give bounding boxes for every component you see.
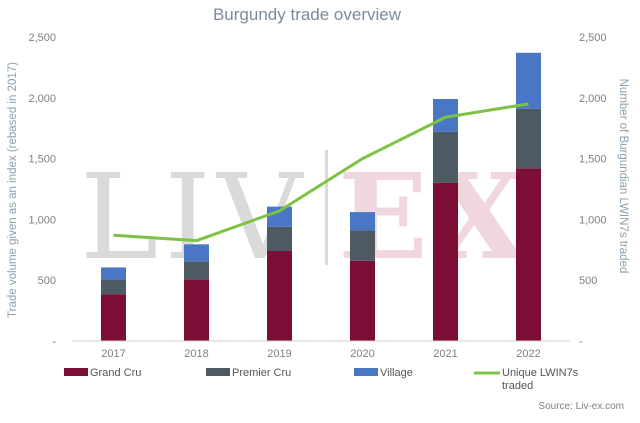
bar-premier-cru-2022: [516, 108, 541, 169]
legend-swatch-grand-cru: [64, 368, 88, 376]
right-tick-label: 1,000: [579, 214, 607, 226]
right-tick-label: 1,500: [579, 154, 607, 166]
watermark-logo: LIV EX: [80, 147, 526, 286]
right-tick-label: 500: [579, 275, 597, 287]
legend-swatch-premier-cru: [206, 368, 230, 376]
left-axis-title: Trade volume given as an index (rebased …: [7, 62, 19, 318]
left-tick-label: 1,000: [28, 214, 56, 226]
right-axis-ticks: - 500 1,000 1,500 2,000 2,500: [579, 32, 607, 348]
x-tick-label: 2017: [101, 348, 125, 360]
x-tick-label: 2020: [350, 348, 374, 360]
bar-grand-cru-2022: [516, 168, 541, 341]
bar-village-2017: [101, 267, 126, 280]
bar-village-2020: [350, 212, 375, 231]
source-note: Source: Liv-ex.com: [538, 401, 624, 412]
left-tick-label: 500: [38, 275, 56, 287]
bar-grand-cru-2020: [350, 260, 375, 341]
bar-grand-cru-2019: [267, 251, 292, 341]
bar-premier-cru-2018: [184, 261, 209, 280]
left-tick-label: -: [52, 336, 56, 348]
bar-village-2018: [184, 244, 209, 262]
x-tick-label: 2019: [267, 348, 291, 360]
x-tick-label: 2022: [516, 348, 540, 360]
legend: Grand Cru Premier Cru Village Unique LWI…: [64, 367, 579, 392]
bar-grand-cru-2017: [101, 294, 126, 341]
x-axis-ticks: 2017 2018 2019 2020 2021 2022: [101, 348, 540, 360]
bar-premier-cru-2017: [101, 279, 126, 295]
x-tick-label: 2018: [184, 348, 208, 360]
left-axis-ticks: - 500 1,000 1,500 2,000 2,500: [28, 32, 56, 348]
legend-label-village: Village: [380, 367, 413, 379]
left-tick-label: 2,000: [28, 93, 56, 105]
legend-label-unique-lwin7s: Unique LWIN7s traded: [502, 367, 579, 392]
line-unique-lwin7s: [113, 102, 529, 243]
right-tick-label: 2,500: [579, 32, 607, 44]
line-series: [113, 102, 529, 243]
bar-premier-cru-2020: [350, 230, 375, 261]
right-tick-label: 2,000: [579, 93, 607, 105]
legend-swatch-village: [354, 368, 378, 376]
bar-series: [101, 52, 541, 341]
watermark-divider: [325, 150, 328, 265]
right-tick-label: -: [579, 336, 583, 348]
bar-grand-cru-2018: [184, 279, 209, 341]
bar-premier-cru-2019: [267, 226, 292, 252]
legend-label-grand-cru: Grand Cru: [90, 367, 141, 379]
bar-village-2022: [516, 52, 541, 109]
bar-premier-cru-2021: [433, 131, 458, 183]
right-axis-title: Number of Burgundian LWIN7s traded: [617, 79, 629, 274]
left-tick-label: 2,500: [28, 32, 56, 44]
legend-label-premier-cru: Premier Cru: [232, 367, 291, 379]
left-tick-label: 1,500: [28, 154, 56, 166]
x-tick-label: 2021: [433, 348, 457, 360]
bar-grand-cru-2021: [433, 182, 458, 341]
chart-title: Burgundy trade overview: [213, 5, 402, 24]
